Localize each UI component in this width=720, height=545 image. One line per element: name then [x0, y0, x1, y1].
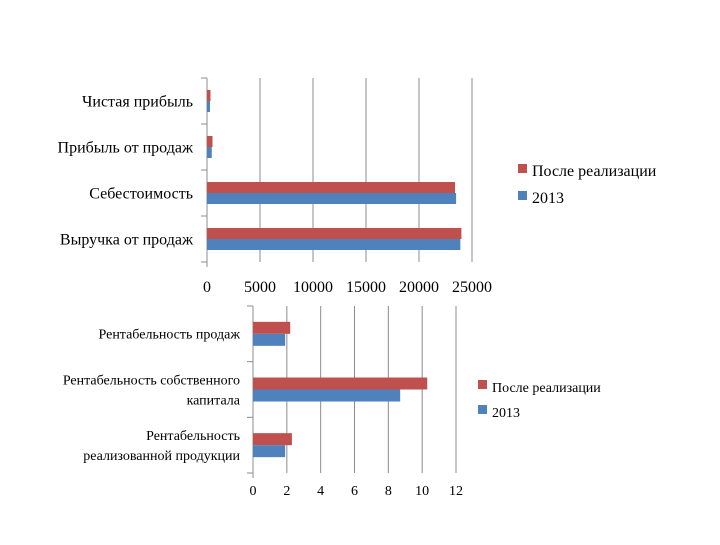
bar: [253, 333, 286, 346]
x-tick-label: 8: [385, 484, 392, 499]
bar: [253, 433, 292, 446]
chart-2-legend: После реализации 2013: [478, 380, 601, 421]
x-tick-label: 25000: [452, 279, 492, 296]
legend-label: После реализации: [492, 381, 601, 396]
category-label: Рентабельность собственного: [63, 373, 240, 388]
bar: [253, 389, 401, 402]
bar: [253, 321, 291, 334]
x-tick-label: 2: [283, 484, 290, 499]
legend-swatch: [518, 191, 527, 200]
category-label: Чистая прибыль: [82, 94, 193, 111]
legend-swatch: [518, 164, 527, 173]
category-label: Рентабельность продаж: [99, 328, 241, 343]
x-tick-label: 15000: [346, 279, 386, 296]
x-tick-label: 5000: [244, 279, 276, 296]
legend-swatch: [478, 405, 487, 414]
bar: [253, 377, 428, 390]
chart-1-legend: После реализации 2013: [518, 163, 657, 207]
bar: [207, 90, 211, 101]
legend-label: 2013: [532, 190, 564, 207]
x-tick-label: 6: [351, 484, 358, 499]
bar: [207, 182, 456, 193]
x-tick-label: 20000: [399, 279, 439, 296]
legend-label: После реализации: [532, 163, 657, 180]
chart-1: Выручка от продаж Себестоимость Прибыль от…: [58, 77, 657, 296]
x-tick-label: 4: [317, 484, 324, 499]
x-tick-label: 0: [203, 279, 211, 296]
category-label: реализованной продукции: [83, 449, 240, 464]
bar: [207, 136, 213, 147]
category-label: Рентабельность: [146, 429, 240, 444]
category-label: Себестоимость: [89, 186, 193, 203]
bar: [207, 239, 461, 250]
category-label: Выручка от продаж: [60, 232, 194, 249]
bar: [207, 101, 210, 112]
bar: [253, 445, 286, 458]
category-label: капитала: [187, 393, 241, 408]
x-tick-label: 10: [415, 484, 429, 499]
legend-swatch: [478, 380, 487, 389]
category-label: Прибыль от продаж: [58, 140, 194, 157]
bar: [207, 193, 457, 204]
legend-label: 2013: [492, 406, 520, 421]
bar: [207, 147, 212, 158]
chart-2: Рентабельность реализованной продукции Рен…: [63, 305, 601, 499]
bar: [207, 228, 462, 239]
x-tick-label: 10000: [293, 279, 333, 296]
x-tick-label: 12: [449, 484, 463, 499]
x-tick-label: 0: [250, 484, 257, 499]
